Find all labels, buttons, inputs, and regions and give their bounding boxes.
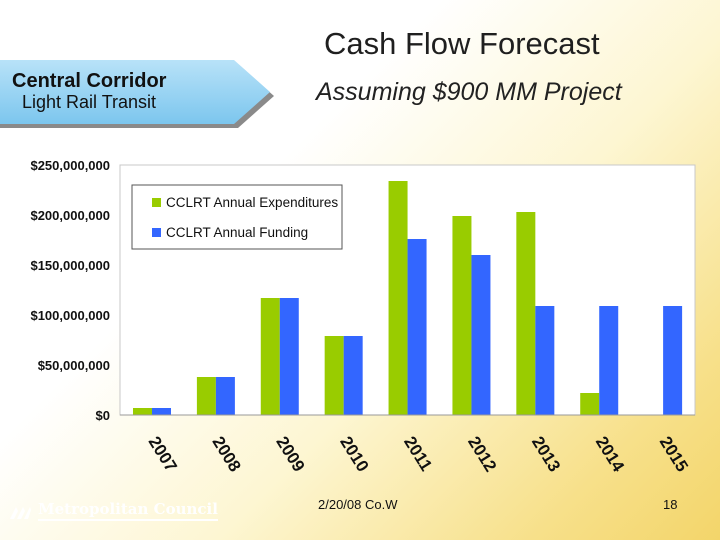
x-tick-label: 2007 [145, 433, 181, 475]
bar-funding-2009 [279, 298, 299, 415]
x-tick-label: 2012 [464, 433, 500, 475]
y-tick-label: $50,000,000 [38, 358, 110, 373]
y-tick-label: $100,000,000 [30, 308, 110, 323]
banner-title: Central Corridor [12, 70, 167, 92]
x-tick-label: 2014 [592, 433, 628, 476]
bar-funding-2014 [599, 306, 619, 415]
metropolitan-council-logo: Metropolitan Council [8, 500, 218, 521]
x-tick-label: 2010 [336, 433, 372, 475]
legend-swatch [152, 228, 161, 237]
y-axis: $250,000,000 $200,000,000 $150,000,000 $100… [30, 158, 110, 423]
x-tick-label: 2009 [272, 433, 308, 475]
legend-label: CCLRT Annual Expenditures [166, 195, 338, 210]
cash-flow-chart: $250,000,000 $200,000,000 $150,000,000 $100… [30, 158, 696, 476]
footer-date: 2/20/08 Co.W [318, 497, 398, 512]
y-tick-label: $200,000,000 [30, 208, 110, 223]
bar-expenditures-2012 [452, 216, 472, 415]
bar-funding-2013 [535, 306, 555, 415]
x-tick-label: 2011 [400, 433, 436, 474]
x-tick-label: 2015 [656, 433, 692, 475]
bar-expenditures-2008 [196, 377, 216, 415]
y-tick-label: $0 [96, 408, 110, 423]
legend: CCLRT Annual Expenditures CCLRT Annual Fu… [131, 184, 343, 250]
legend-swatch [152, 198, 161, 207]
legend-label: CCLRT Annual Funding [166, 225, 308, 240]
bars [133, 181, 683, 415]
bar-expenditures-2013 [516, 212, 536, 415]
council-logo-icon [10, 506, 31, 519]
banner-shape [0, 60, 274, 128]
y-tick-label: $250,000,000 [30, 158, 110, 173]
bar-expenditures-2010 [324, 336, 344, 415]
bar-funding-2007 [152, 408, 171, 415]
y-tick-label: $150,000,000 [30, 258, 110, 273]
x-axis: 2007 2008 2009 2010 2011 2012 2013 2014 2015 [145, 433, 692, 476]
bar-funding-2011 [407, 239, 427, 415]
logo-text: Metropolitan Council [38, 500, 218, 521]
x-tick-label: 2013 [528, 433, 564, 475]
page-subtitle: Assuming $900 MM Project [316, 78, 622, 106]
banner-subtitle: Light Rail Transit [22, 92, 157, 112]
x-tick-label: 2008 [208, 433, 244, 475]
bar-expenditures-2007 [133, 408, 152, 415]
bar-funding-2015 [663, 306, 683, 415]
page-title: Cash Flow Forecast [324, 26, 600, 61]
bar-funding-2008 [215, 377, 235, 415]
legend-box [131, 184, 343, 250]
page-number: 18 [663, 497, 678, 512]
bar-funding-2010 [343, 336, 363, 415]
bar-expenditures-2011 [388, 181, 408, 415]
bar-expenditures-2009 [260, 298, 280, 415]
bar-funding-2012 [471, 255, 491, 415]
bar-expenditures-2014 [580, 393, 600, 415]
